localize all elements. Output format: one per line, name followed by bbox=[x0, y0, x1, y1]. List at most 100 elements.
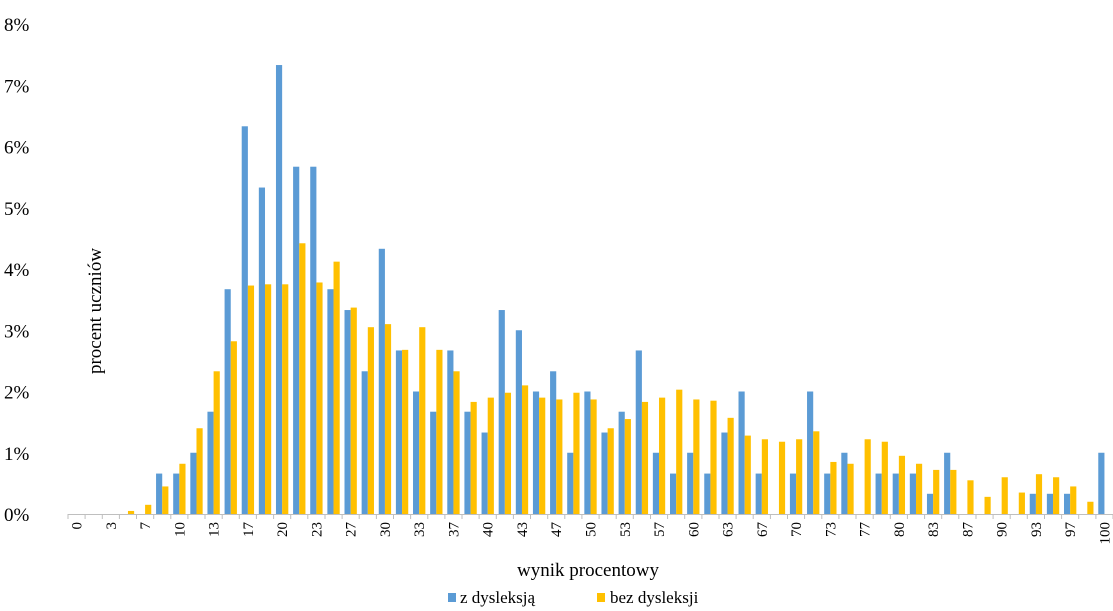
bar-bez-dysleksji-68 bbox=[778, 441, 786, 514]
bar-bez-dysleksji-13 bbox=[213, 371, 220, 514]
x-tick-label: 53 bbox=[618, 522, 634, 537]
bar-bez-dysleksji-92 bbox=[1018, 492, 1025, 514]
bar-bez-dysleksji-95 bbox=[1053, 477, 1060, 514]
x-tick-label: 33 bbox=[412, 522, 428, 537]
y-tick-label: 2% bbox=[4, 383, 30, 404]
x-tick-label: 100 bbox=[1097, 522, 1113, 545]
bar-bez-dysleksji-27 bbox=[350, 307, 357, 514]
y-tick-label: 3% bbox=[4, 321, 30, 342]
legend-swatch-z-dysleksja bbox=[448, 593, 456, 602]
bar-bez-dysleksji-15 bbox=[230, 341, 237, 514]
y-tick-label: 5% bbox=[4, 199, 30, 220]
x-tick-label: 80 bbox=[892, 522, 908, 537]
bar-z-dysleksja-50 bbox=[584, 391, 591, 514]
bar-z-dysleksja-30 bbox=[378, 248, 385, 515]
x-tick-label: 67 bbox=[755, 522, 771, 538]
x-tick-label: 70 bbox=[789, 522, 805, 537]
bar-bez-dysleksji-57 bbox=[659, 397, 666, 515]
bar-bez-dysleksji-18 bbox=[265, 284, 272, 514]
bar-bez-dysleksji-53 bbox=[624, 419, 631, 514]
bar-z-dysleksja-72 bbox=[807, 391, 814, 514]
bar-bez-dysleksji-55 bbox=[641, 401, 649, 514]
x-tick-label: 37 bbox=[447, 522, 463, 538]
x-tick-label: 97 bbox=[1063, 522, 1079, 538]
bar-z-dysleksja-53 bbox=[618, 411, 625, 514]
bar-bez-dysleksji-32 bbox=[402, 349, 409, 514]
x-tick-label: 90 bbox=[995, 522, 1011, 537]
y-axis-title: procent uczniów bbox=[85, 248, 106, 374]
bar-z-dysleksja-65 bbox=[738, 391, 745, 514]
x-tick-label: 83 bbox=[926, 522, 942, 537]
bar-bez-dysleksji-62 bbox=[710, 400, 717, 514]
x-tick-label: 7 bbox=[138, 522, 154, 530]
bar-bez-dysleksji-97 bbox=[1070, 486, 1077, 514]
bar-z-dysleksja-80 bbox=[892, 473, 899, 514]
bar-bez-dysleksji-42 bbox=[504, 392, 512, 514]
bar-z-dysleksja-35 bbox=[430, 411, 437, 514]
x-tick-label: 0 bbox=[70, 522, 86, 530]
x-tick-label: 43 bbox=[515, 522, 531, 537]
bar-z-dysleksja-100 bbox=[1098, 452, 1105, 514]
bar-bez-dysleksji-67 bbox=[761, 439, 768, 514]
legend-swatch-bez-dysleksji bbox=[597, 593, 605, 602]
x-tick-label: 50 bbox=[584, 522, 600, 537]
bar-bez-dysleksji-98 bbox=[1087, 501, 1094, 514]
x-tick-label: 30 bbox=[378, 522, 394, 537]
x-tick-label: 23 bbox=[309, 522, 325, 537]
bar-bez-dysleksji-72 bbox=[813, 431, 820, 514]
bar-bez-dysleksji-47 bbox=[556, 399, 563, 514]
bar-z-dysleksja-33 bbox=[413, 391, 420, 514]
bar-z-dysleksja-60 bbox=[687, 452, 694, 514]
bar-z-dysleksja-23 bbox=[310, 166, 317, 514]
bar-z-dysleksja-63 bbox=[721, 432, 728, 514]
bar-z-dysleksja-18 bbox=[258, 187, 266, 515]
bar-bez-dysleksji-43 bbox=[521, 385, 529, 515]
bar-z-dysleksja-43 bbox=[515, 330, 522, 514]
x-tick-label: 13 bbox=[207, 522, 223, 537]
legend: z dysleksją bez dysleksji bbox=[448, 588, 699, 607]
y-tick-label: 8% bbox=[4, 15, 30, 36]
bar-z-dysleksja-52 bbox=[601, 432, 608, 514]
bar-bez-dysleksji-33 bbox=[419, 327, 426, 514]
y-tick-label: 7% bbox=[4, 76, 30, 97]
bar-bez-dysleksji-65 bbox=[744, 435, 751, 514]
bar-bez-dysleksji-25 bbox=[333, 261, 340, 514]
bar-bez-dysleksji-87 bbox=[967, 480, 974, 514]
x-tick-label: 20 bbox=[275, 522, 291, 537]
bar-z-dysleksja-10 bbox=[173, 473, 180, 514]
bar-bez-dysleksji-40 bbox=[487, 397, 494, 515]
bar-bez-dysleksji-10 bbox=[179, 463, 186, 514]
bar-bez-dysleksji-8 bbox=[162, 486, 169, 514]
bar-z-dysleksja-70 bbox=[789, 473, 797, 514]
bars-layer bbox=[127, 65, 1105, 515]
bar-bez-dysleksji-45 bbox=[539, 397, 546, 515]
bar-z-dysleksja-85 bbox=[944, 452, 951, 514]
bar-bez-dysleksji-73 bbox=[830, 461, 837, 514]
bar-bez-dysleksji-52 bbox=[607, 428, 614, 514]
bar-z-dysleksja-22 bbox=[293, 166, 300, 514]
x-tick-label: 57 bbox=[652, 522, 668, 538]
bar-bez-dysleksji-48 bbox=[573, 392, 580, 514]
x-tick-label: 40 bbox=[481, 522, 497, 537]
y-tick-label: 6% bbox=[4, 138, 30, 159]
bar-bez-dysleksji-78 bbox=[881, 441, 888, 514]
bar-z-dysleksja-42 bbox=[498, 310, 505, 514]
bar-z-dysleksja-73 bbox=[824, 473, 831, 514]
bar-bez-dysleksji-38 bbox=[470, 401, 477, 514]
x-tick-label: 93 bbox=[1029, 522, 1045, 537]
x-tick-label: 47 bbox=[549, 522, 565, 538]
bar-z-dysleksja-15 bbox=[224, 289, 231, 514]
bar-bez-dysleksji-30 bbox=[384, 324, 392, 515]
bar-z-dysleksja-38 bbox=[464, 411, 471, 514]
bar-z-dysleksja-55 bbox=[635, 350, 642, 514]
bar-z-dysleksja-83 bbox=[926, 493, 934, 514]
bar-z-dysleksja-93 bbox=[1029, 493, 1036, 514]
bar-bez-dysleksji-80 bbox=[898, 455, 906, 514]
bar-z-dysleksja-58 bbox=[669, 473, 677, 514]
bar-bez-dysleksji-85 bbox=[950, 469, 957, 514]
bar-bez-dysleksji-28 bbox=[367, 327, 374, 514]
bar-bez-dysleksji-37 bbox=[453, 371, 460, 514]
bar-z-dysleksja-78 bbox=[875, 473, 882, 514]
bar-z-dysleksja-48 bbox=[567, 452, 574, 514]
